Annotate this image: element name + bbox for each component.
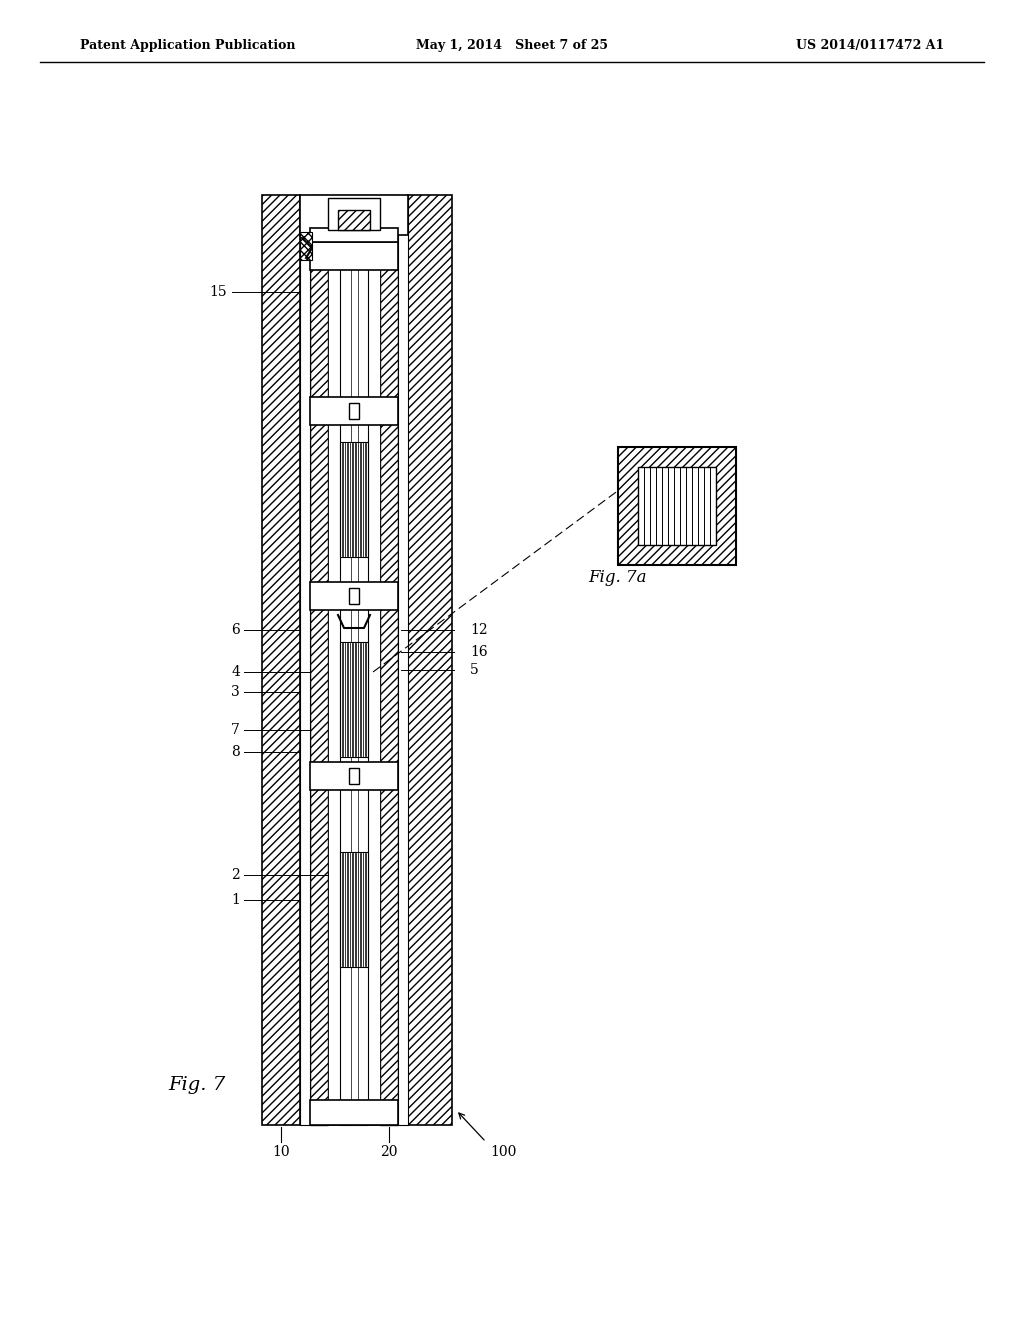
Text: 5: 5 — [470, 663, 479, 677]
Bar — [328, 198, 380, 230]
Bar — [300, 195, 310, 1125]
Bar — [300, 195, 408, 235]
Bar — [310, 397, 398, 425]
Bar — [338, 210, 370, 230]
Bar — [310, 228, 398, 242]
Bar — [638, 467, 716, 545]
Text: May 1, 2014   Sheet 7 of 25: May 1, 2014 Sheet 7 of 25 — [416, 38, 608, 51]
Bar — [310, 582, 398, 610]
Text: 4: 4 — [231, 665, 240, 678]
Bar — [398, 195, 408, 1125]
Text: 10: 10 — [272, 1144, 290, 1159]
Text: 12: 12 — [470, 623, 487, 638]
Bar — [300, 232, 312, 260]
Bar — [380, 195, 398, 1125]
Text: US 2014/0117472 A1: US 2014/0117472 A1 — [796, 38, 944, 51]
Text: 16: 16 — [470, 645, 487, 659]
Text: 3: 3 — [231, 685, 240, 700]
Text: 20: 20 — [380, 1144, 397, 1159]
Bar — [340, 851, 368, 968]
Bar — [328, 195, 340, 1125]
Bar — [350, 195, 357, 1125]
Text: Patent Application Publication: Patent Application Publication — [80, 38, 296, 51]
Bar — [310, 242, 398, 271]
Text: Fig. 7a: Fig. 7a — [588, 569, 646, 586]
Bar — [340, 642, 368, 756]
Bar — [310, 195, 328, 1125]
Bar — [340, 442, 368, 557]
Bar — [618, 447, 736, 565]
Bar — [368, 195, 380, 1125]
Bar — [262, 195, 300, 1125]
Text: Fig. 7: Fig. 7 — [168, 1076, 225, 1094]
Text: 7: 7 — [231, 723, 240, 737]
Bar — [408, 195, 452, 1125]
Text: 1: 1 — [231, 894, 240, 907]
Bar — [340, 195, 368, 1125]
Text: 6: 6 — [231, 623, 240, 638]
Text: 2: 2 — [231, 869, 240, 882]
Text: 15: 15 — [209, 285, 227, 300]
Bar — [349, 587, 359, 605]
Text: 8: 8 — [231, 744, 240, 759]
Bar — [349, 403, 359, 418]
Bar — [349, 768, 359, 784]
Bar — [310, 1100, 398, 1125]
Text: 100: 100 — [490, 1144, 516, 1159]
Bar — [310, 762, 398, 789]
